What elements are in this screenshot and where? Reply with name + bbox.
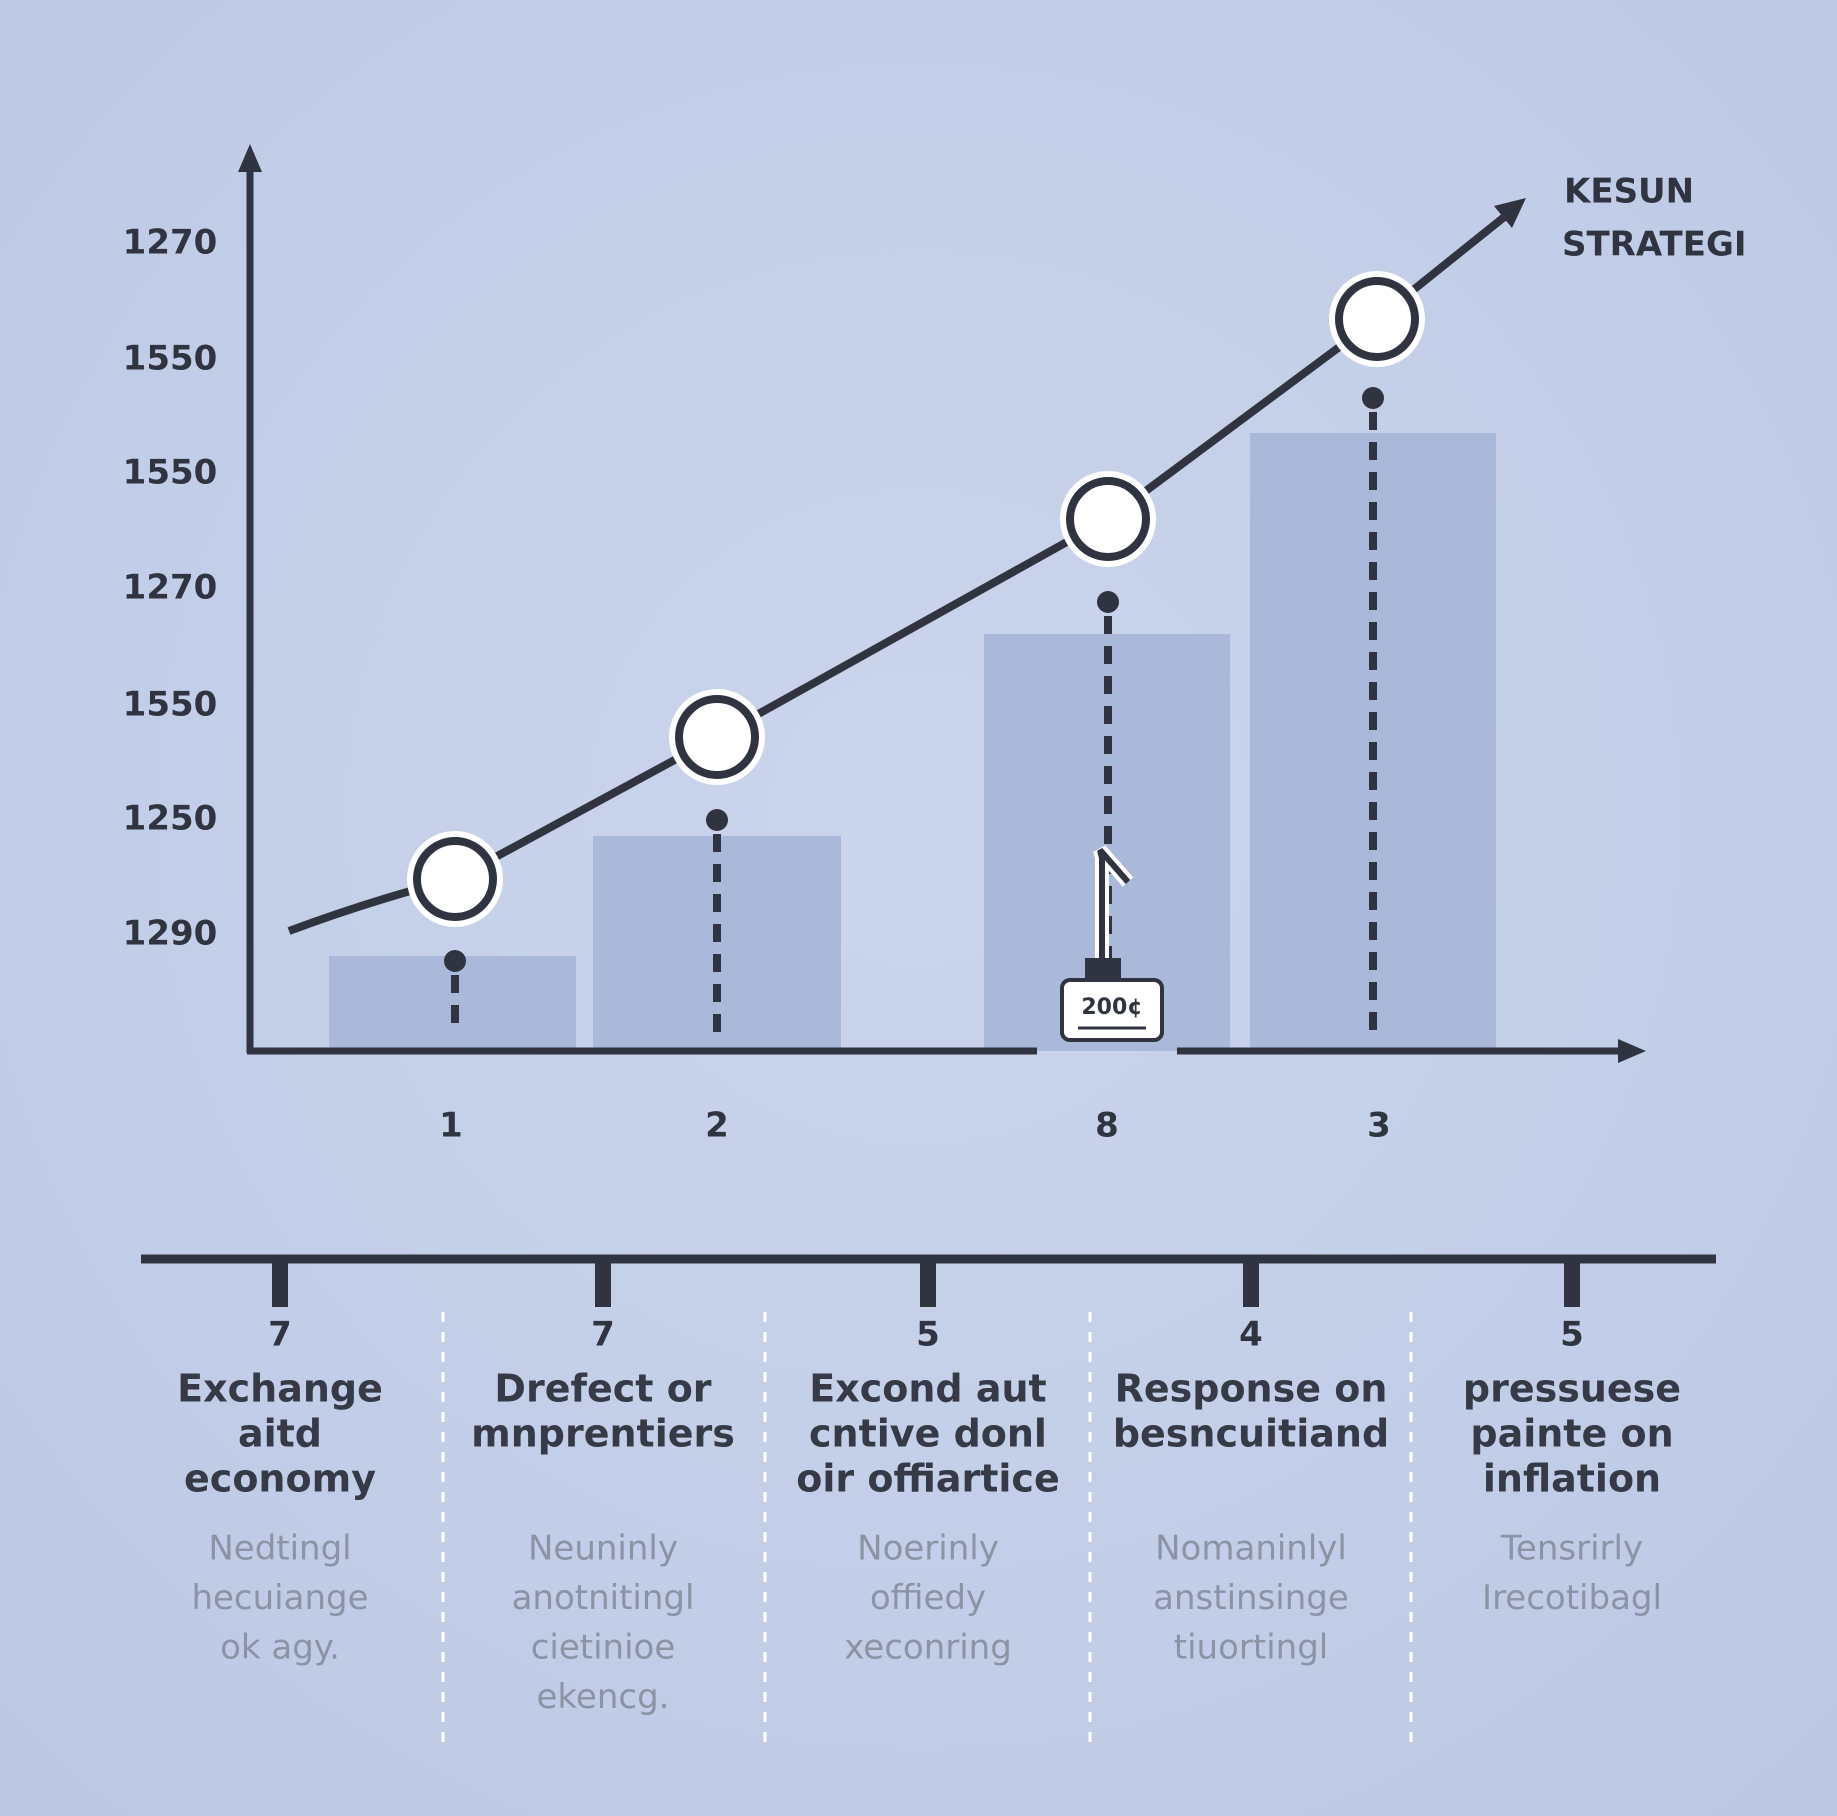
x-axis-label: 2 — [705, 1106, 729, 1146]
item-description: anotnitingl — [512, 1578, 695, 1618]
dot — [444, 950, 466, 972]
marker-base — [1085, 958, 1121, 978]
item-number: 7 — [268, 1315, 292, 1355]
item-description: Nedtingl — [208, 1529, 351, 1569]
marker-stem — [1097, 848, 1131, 958]
timeline-tick — [595, 1259, 611, 1307]
timeline-tick — [1564, 1259, 1580, 1307]
x-axis-label: 1 — [439, 1106, 463, 1146]
item-description: cietinioe — [531, 1628, 676, 1668]
marker-icon: 200¢ — [1060, 845, 1164, 1042]
item-title: oir offiartice — [796, 1457, 1059, 1501]
x-arrow — [1618, 1039, 1646, 1063]
item-description: anstinsinge — [1153, 1578, 1349, 1618]
series-label: STRATEGI — [1562, 225, 1747, 265]
item-title: mnprentiers — [471, 1412, 735, 1456]
item-description: offiedy — [870, 1578, 986, 1618]
item-title: pressuese — [1463, 1367, 1681, 1411]
y-axis-label: 1290 — [123, 914, 218, 954]
x-axis-label: 8 — [1095, 1106, 1119, 1146]
item-description: Nomaninlyl — [1155, 1529, 1347, 1569]
item-title: Excond aut — [809, 1367, 1046, 1411]
item-description: Irecotibagl — [1482, 1578, 1662, 1618]
item-title: painte on — [1470, 1412, 1673, 1456]
axes — [246, 160, 1625, 1055]
item-number: 5 — [1560, 1315, 1584, 1355]
item-number: 4 — [1239, 1315, 1263, 1355]
item-title: Drefect or — [494, 1367, 711, 1411]
point — [1066, 477, 1150, 561]
item-description: tiuortingl — [1174, 1628, 1328, 1668]
y-axis-label: 1550 — [123, 685, 218, 725]
y-axis-label: 1250 — [123, 799, 218, 839]
marker-tag — [1060, 978, 1164, 1042]
item-title: Response on — [1115, 1367, 1388, 1411]
item-description: xeconring — [844, 1628, 1012, 1668]
item-title: inflation — [1483, 1457, 1661, 1501]
item-description: ekencg. — [537, 1677, 670, 1717]
item-description: Neuninly — [528, 1529, 678, 1569]
y-axis-label: 1270 — [123, 223, 218, 263]
marker-label: 200¢ — [1081, 995, 1142, 1020]
item-title: Exchange — [177, 1367, 383, 1411]
series-label: KESUN — [1564, 172, 1694, 212]
point — [413, 837, 497, 921]
drop-lines — [451, 412, 1377, 1035]
item-title: aitd — [238, 1412, 322, 1456]
trend-points — [407, 271, 1425, 927]
timeline-tick — [920, 1259, 936, 1307]
trend-arrow — [1494, 198, 1526, 228]
bar — [329, 956, 576, 1051]
x-axis-label: 3 — [1367, 1106, 1391, 1146]
item-number: 5 — [916, 1315, 940, 1355]
point — [675, 695, 759, 779]
dot — [1362, 387, 1384, 409]
item-description: ok agy. — [220, 1628, 340, 1668]
dot — [706, 809, 728, 831]
y-axis-label: 1270 — [123, 568, 218, 608]
item-title: economy — [184, 1457, 376, 1501]
item-description: Tensrirly — [1500, 1529, 1643, 1569]
item-title: cntive donl — [809, 1412, 1047, 1456]
dot — [1097, 591, 1119, 613]
timeline-tick — [272, 1259, 288, 1307]
timeline-tick — [1243, 1259, 1259, 1307]
y-axis-label: 1550 — [123, 339, 218, 379]
item-description: Noerinly — [857, 1529, 999, 1569]
item-title: besncuitiand — [1113, 1412, 1389, 1456]
item-description: hecuiange — [191, 1578, 368, 1618]
y-arrow — [238, 144, 262, 172]
point — [1335, 277, 1419, 361]
y-axis-label: 1550 — [123, 453, 218, 493]
item-number: 7 — [591, 1315, 615, 1355]
drop-dots — [444, 387, 1384, 972]
